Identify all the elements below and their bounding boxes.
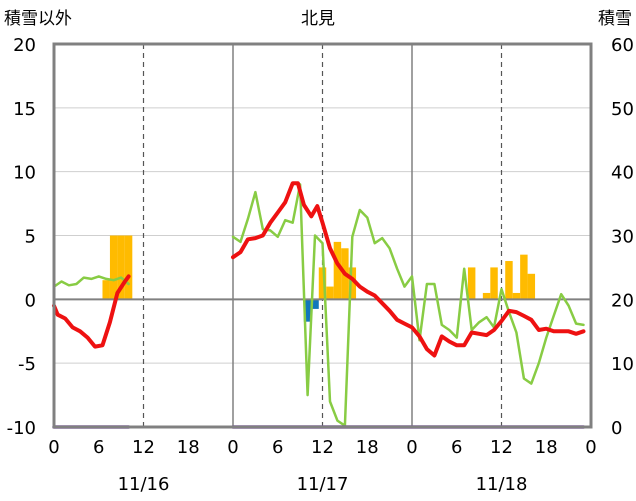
y-left-tick-label: -10 [7, 418, 36, 439]
x-tick-label: 18 [177, 437, 200, 458]
x-tick-label: 6 [93, 437, 104, 458]
precip_positive-bar [117, 235, 125, 300]
plot-border [52, 42, 593, 429]
y-left-tick-label: 5 [25, 227, 36, 248]
date-labels: 11/16 11/17 11/18 [118, 474, 528, 495]
x-tick-label: 6 [451, 437, 462, 458]
y-left-tick-label: 20 [13, 35, 36, 56]
x-tick-label: 18 [535, 437, 558, 458]
x-tick-label: 12 [132, 437, 155, 458]
grid-lines [54, 44, 591, 427]
precip_positive-bar [318, 267, 327, 300]
y-right-tick-label: 10 [611, 354, 634, 375]
temperature-line [231, 181, 586, 358]
x-tick-label: 12 [490, 437, 513, 458]
x-tick-labels: 0 6 12 18 0 6 12 18 0 6 12 18 0 [48, 437, 596, 458]
precip_negative-bar [303, 299, 312, 322]
y-left-tick-label: 10 [13, 163, 36, 184]
y-right-tick-label: 30 [611, 227, 634, 248]
x-tick-label: 0 [48, 437, 59, 458]
precip_negative-bar [311, 299, 319, 309]
precip_positive-bar [326, 286, 334, 300]
date-label: 11/18 [476, 474, 528, 495]
station-title: 北見 [301, 9, 335, 29]
right-y-tick-labels: 60 50 40 30 20 10 0 [611, 35, 634, 439]
y-right-tick-label: 0 [611, 418, 622, 439]
plot-frame [52, 42, 593, 429]
date-label: 11/17 [297, 474, 349, 495]
x-tick-label: 0 [227, 437, 238, 458]
y-left-tick-label: 0 [25, 290, 36, 311]
y-left-tick-label: -5 [18, 354, 36, 375]
temperature-line [52, 274, 131, 349]
x-tick-label: 12 [311, 437, 334, 458]
y-left-tick-label: 15 [13, 99, 36, 120]
precip_positive-bar [109, 235, 118, 300]
x-tick-label: 0 [406, 437, 417, 458]
y-right-tick-label: 20 [611, 290, 634, 311]
x-tick-label: 0 [585, 437, 596, 458]
precip_positive-bar [482, 292, 491, 300]
precip_positive-bar [467, 267, 476, 300]
precip_positive-bar [520, 254, 528, 300]
y-right-tick-label: 40 [611, 163, 634, 184]
precip_positive-bar [512, 292, 521, 300]
precip_positive-bar [527, 273, 536, 300]
precip_positive-bar [505, 261, 513, 300]
left-y-tick-labels: 20 15 10 5 0 -5 -10 [7, 35, 36, 439]
precip_positive-bar [348, 267, 357, 300]
left-axis-title: 積雪以外 [4, 9, 72, 29]
wind-speed-line [52, 275, 130, 288]
precip_positive-bar [124, 235, 133, 300]
precip_positive-bar [102, 280, 110, 300]
x-tick-label: 18 [356, 437, 379, 458]
right-axis-title: 積雪 [598, 9, 632, 29]
date-label: 11/16 [118, 474, 170, 495]
x-tick-label: 6 [272, 437, 283, 458]
precip_positive-bar [490, 267, 498, 300]
y-right-tick-label: 50 [611, 99, 634, 120]
precip_positive-bar [333, 241, 342, 300]
y-right-tick-label: 60 [611, 35, 634, 56]
wind-speed-line [231, 183, 585, 427]
